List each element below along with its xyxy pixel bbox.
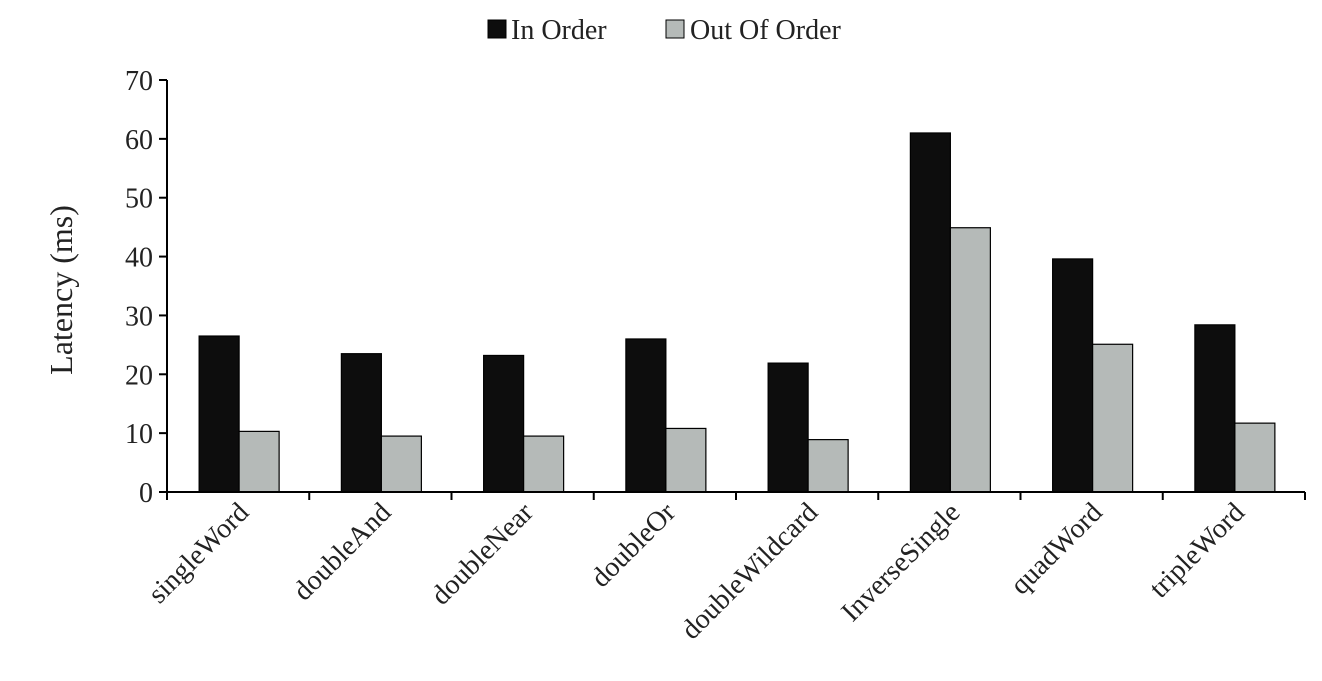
legend-label-in-order: In Order (511, 15, 607, 46)
y-tick-label: 20 (125, 360, 153, 391)
bar-in-order (767, 362, 809, 493)
plot-area: 0 10 20 30 40 50 60 70 singleWord doubleAnd double… (125, 66, 1306, 646)
x-category-label: singleWord (142, 497, 255, 610)
legend: In Order Out Of Order (487, 15, 842, 46)
legend-label-out-of-order: Out Of Order (690, 15, 842, 46)
y-tick-label: 30 (125, 301, 153, 332)
legend-swatch-out-of-order (665, 19, 685, 39)
x-category-label: InverseSingle (836, 497, 967, 628)
y-tick-label: 70 (125, 66, 153, 97)
x-category-label: tripleWord (1144, 497, 1251, 604)
y-tick-label: 50 (125, 184, 153, 215)
bar-in-order (909, 132, 951, 493)
bar-in-order (1194, 324, 1236, 493)
bar-in-order (198, 335, 240, 493)
x-category-label: doubleWildcard (675, 497, 824, 646)
bar-out-of-order (380, 435, 422, 493)
x-category-label: doubleOr (585, 497, 682, 594)
y-tick-label: 60 (125, 125, 153, 156)
y-tick-label: 40 (125, 243, 153, 274)
y-axis-title: Latency (ms) (43, 205, 79, 375)
bar-out-of-order (1234, 422, 1276, 493)
bar-out-of-order (949, 227, 991, 493)
bar-out-of-order (238, 430, 280, 493)
y-tick-label: 0 (139, 478, 153, 509)
x-category-label: doubleAnd (287, 497, 397, 607)
legend-swatch-in-order (487, 19, 507, 39)
bar-out-of-order (807, 439, 849, 493)
bar-out-of-order (523, 435, 565, 493)
bar-in-order (483, 354, 525, 493)
x-category-label: doubleNear (425, 497, 540, 612)
x-category-label: quadWord (1005, 497, 1109, 601)
bar-in-order (1052, 258, 1094, 493)
bar-out-of-order (1092, 343, 1134, 493)
y-tick-label: 10 (125, 419, 153, 450)
bar-out-of-order (665, 427, 707, 493)
bar-in-order (340, 353, 382, 493)
bar-in-order (625, 338, 667, 493)
